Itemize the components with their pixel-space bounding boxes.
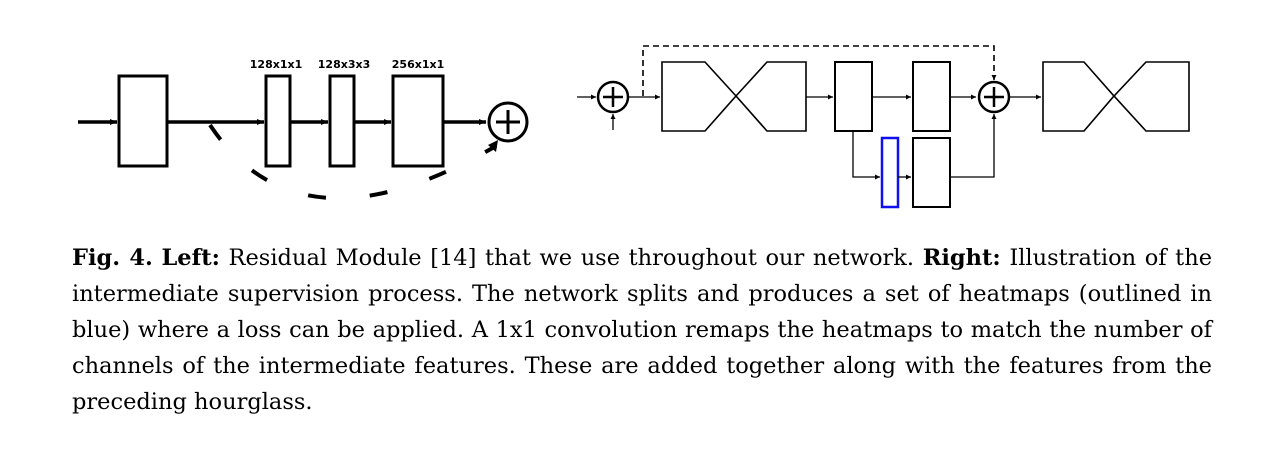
layer-label-1: 128x1x1 bbox=[250, 58, 302, 71]
input-block bbox=[117, 74, 169, 168]
layer-label-3: 256x1x1 bbox=[392, 58, 444, 71]
conv-block-256x1x1 bbox=[391, 74, 445, 168]
skip-connection-dashed-right bbox=[642, 45, 997, 96]
left-label: Left: bbox=[161, 245, 220, 271]
branch-to-heatmaps bbox=[852, 131, 880, 180]
plus-icon-input bbox=[596, 80, 630, 114]
plus-icon bbox=[487, 101, 529, 143]
figure: 128x1x1 128x3x3 256x1x1 bbox=[78, 45, 1190, 209]
figure-caption: Fig. 4. Left: Residual Module [14] that … bbox=[72, 240, 1212, 420]
layer-label-2: 128x3x3 bbox=[318, 58, 370, 71]
remapped-heatmaps-block bbox=[912, 137, 951, 208]
left-description: Residual Module [14] that we use through… bbox=[228, 245, 915, 271]
hourglass-block-1 bbox=[661, 61, 807, 132]
heatmaps-block bbox=[880, 136, 900, 209]
conv-block-128x3x3 bbox=[328, 74, 356, 168]
conv-block-128x1x1 bbox=[264, 74, 292, 168]
figure-diagrams: 128x1x1 128x3x3 256x1x1 bbox=[78, 45, 1190, 209]
plus-icon-sum bbox=[977, 80, 1011, 114]
residual-module-diagram: 128x1x1 128x3x3 256x1x1 bbox=[78, 58, 529, 201]
figure-number: Fig. 4. bbox=[72, 245, 153, 271]
skip-arrowhead bbox=[488, 140, 498, 152]
intermediate-supervision-diagram bbox=[577, 45, 1190, 209]
hourglass-block-2 bbox=[1042, 61, 1190, 132]
right-label: Right: bbox=[922, 245, 1001, 271]
right-description: Illustration of the intermediate supervi… bbox=[72, 245, 1213, 415]
intermediate-feature-block bbox=[912, 61, 951, 132]
feature-block bbox=[834, 61, 873, 132]
arrow-remap-to-sum bbox=[950, 114, 997, 178]
